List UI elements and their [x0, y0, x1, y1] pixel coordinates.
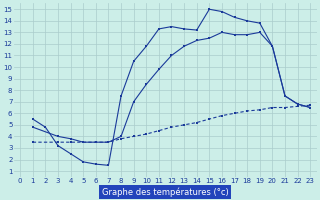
X-axis label: Graphe des températures (°c): Graphe des températures (°c) [102, 187, 228, 197]
